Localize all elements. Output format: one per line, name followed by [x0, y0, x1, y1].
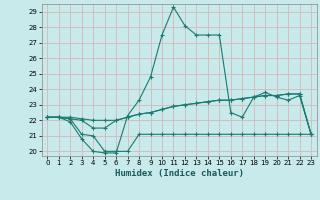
X-axis label: Humidex (Indice chaleur): Humidex (Indice chaleur) — [115, 169, 244, 178]
